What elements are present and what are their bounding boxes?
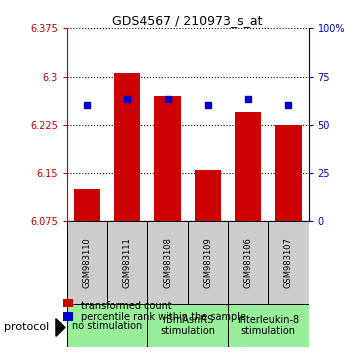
Text: GSM983109: GSM983109 bbox=[203, 238, 212, 288]
Bar bbox=[268, 221, 309, 304]
Bar bbox=[63, 299, 73, 307]
Polygon shape bbox=[56, 319, 65, 336]
Bar bbox=[188, 221, 228, 304]
Bar bbox=[155, 96, 180, 221]
Bar bbox=[235, 112, 261, 221]
Bar bbox=[107, 221, 147, 304]
Text: GSM983111: GSM983111 bbox=[123, 238, 132, 288]
Text: GSM983110: GSM983110 bbox=[82, 238, 91, 288]
Bar bbox=[228, 221, 268, 304]
Text: percentile rank within the sample: percentile rank within the sample bbox=[81, 312, 246, 322]
Text: GSM983107: GSM983107 bbox=[284, 238, 293, 288]
Text: transformed count: transformed count bbox=[81, 301, 172, 311]
Text: interleukin-8
stimulation: interleukin-8 stimulation bbox=[237, 315, 299, 337]
Bar bbox=[63, 312, 73, 321]
Bar bbox=[147, 221, 188, 304]
Bar bbox=[114, 73, 140, 221]
Bar bbox=[67, 221, 107, 304]
Title: GDS4567 / 210973_s_at: GDS4567 / 210973_s_at bbox=[113, 14, 263, 27]
Bar bbox=[228, 304, 309, 347]
Bar bbox=[74, 189, 100, 221]
Bar bbox=[67, 304, 147, 347]
Bar bbox=[195, 170, 221, 221]
Bar bbox=[275, 125, 301, 221]
Bar bbox=[147, 304, 228, 347]
Text: no stimulation: no stimulation bbox=[72, 321, 142, 331]
Text: GSM983108: GSM983108 bbox=[163, 238, 172, 288]
Text: protocol: protocol bbox=[4, 322, 49, 332]
Text: GSM983106: GSM983106 bbox=[244, 238, 253, 288]
Text: rBmAsnRS
stimulation: rBmAsnRS stimulation bbox=[160, 315, 215, 337]
